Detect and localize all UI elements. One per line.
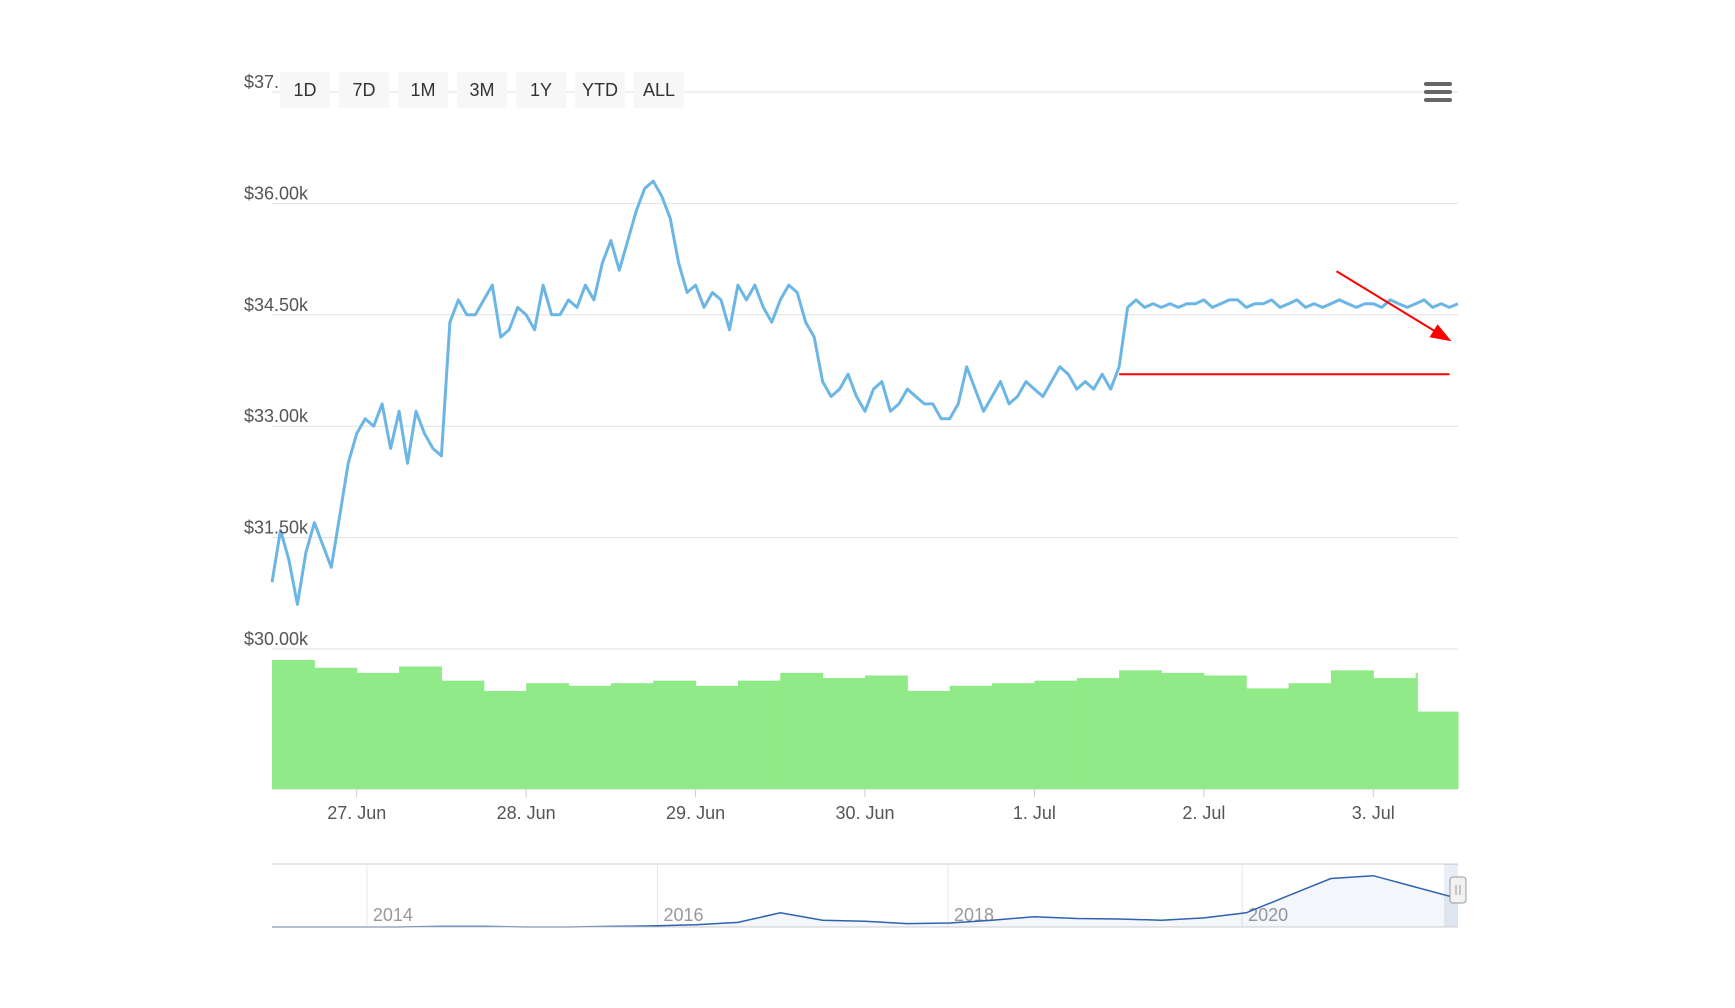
navigator-label: 2016: [663, 905, 703, 925]
range-button-ytd[interactable]: YTD: [575, 72, 625, 108]
y-tick-label: $37.: [244, 72, 279, 92]
volume-bar: [356, 672, 400, 789]
volume-bar: [907, 690, 951, 789]
volume-bar: [526, 683, 569, 789]
y-tick-label: $33.00k: [244, 406, 309, 426]
navigator[interactable]: 2014201620182020: [272, 863, 1467, 928]
volume-bar: [737, 680, 781, 789]
hamburger-menu-icon[interactable]: [1418, 76, 1458, 108]
range-button-all[interactable]: ALL: [634, 72, 684, 108]
range-button-1m[interactable]: 1M: [398, 72, 448, 108]
x-tick-label: 2. Jul: [1182, 803, 1225, 823]
annotation-arrow-shaft: [1336, 270, 1443, 337]
annotation-arrow-icon: [1429, 324, 1452, 342]
navigator-line: [272, 874, 1459, 928]
volume-bar: [822, 678, 866, 789]
volume-bar: [272, 660, 315, 789]
volume-bar: [1034, 680, 1078, 789]
annotation-layer: [1119, 270, 1452, 376]
x-tick-label: 28. Jun: [497, 803, 556, 823]
volume-bar: [314, 667, 358, 789]
volume-bar: [1161, 672, 1205, 789]
menu-bar: [1424, 90, 1452, 94]
y-axis: $30.00k $31.50k $33.00k $34.50k $36.00k $37.: [244, 72, 309, 649]
y-tick-label: $36.00k: [244, 183, 309, 203]
range-button-1d[interactable]: 1D: [280, 72, 330, 108]
volume-bar: [1373, 678, 1417, 789]
navigator-label: 2014: [373, 905, 413, 925]
price-series: [270, 179, 1459, 606]
volume-bar: [441, 680, 485, 789]
volume-bar: [1417, 711, 1459, 789]
volume-bar: [695, 685, 739, 789]
volume-bar: [610, 683, 654, 789]
volume-bar: [1119, 670, 1162, 789]
volume-bar: [1076, 678, 1120, 789]
x-tick-label: 29. Jun: [666, 803, 725, 823]
volume-bar: [949, 685, 993, 789]
volume-bar: [568, 685, 612, 789]
x-tick-label: 27. Jun: [327, 803, 386, 823]
x-tick-label: 1. Jul: [1013, 803, 1056, 823]
navigator-area: [272, 875, 1458, 927]
volume-bars: [272, 660, 1459, 789]
x-tick-label: 3. Jul: [1352, 803, 1395, 823]
y-tick-label: $34.50k: [244, 295, 309, 315]
navigator-handle[interactable]: [1449, 876, 1467, 904]
volume-bar: [1288, 683, 1332, 789]
volume-bar: [653, 680, 697, 789]
x-tick-label: 30. Jun: [835, 803, 894, 823]
y-tick-label: $31.50k: [244, 518, 309, 538]
volume-bar: [1246, 688, 1290, 789]
range-button-1y[interactable]: 1Y: [516, 72, 566, 108]
range-button-3m[interactable]: 3M: [457, 72, 507, 108]
volume-bar: [780, 672, 824, 789]
volume-bar: [399, 666, 442, 789]
menu-bar: [1424, 82, 1452, 86]
price-line: [270, 179, 1459, 606]
navigator-label: 2020: [1248, 905, 1288, 925]
volume-bar: [1203, 675, 1247, 789]
volume-bar: [992, 683, 1035, 789]
volume-bar: [483, 690, 527, 789]
range-button-7d[interactable]: 7D: [339, 72, 389, 108]
menu-bar: [1424, 98, 1452, 102]
volume-bar: [1330, 670, 1374, 789]
volume-bar: [865, 675, 908, 789]
y-tick-label: $30.00k: [244, 629, 309, 649]
x-axis: 27. Jun 28. Jun 29. Jun 30. Jun 1. Jul 2. Jul…: [327, 789, 1395, 823]
volume-bar: [1415, 672, 1418, 789]
